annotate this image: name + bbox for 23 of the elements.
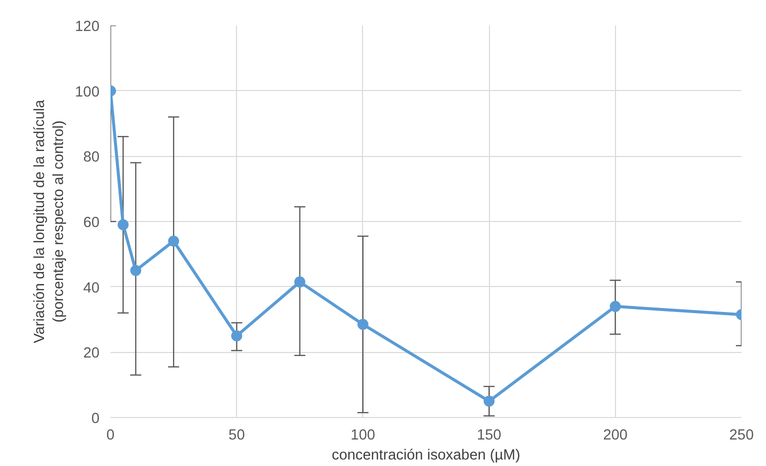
point — [357, 318, 368, 330]
y-tick-label: 20 — [83, 346, 100, 362]
y-tick-label: 120 — [75, 19, 100, 35]
y-tick-label: 100 — [75, 84, 100, 100]
x-tick-label: 250 — [729, 428, 754, 444]
y-tick-label: 40 — [83, 280, 100, 296]
x-tick-label: 100 — [350, 428, 376, 444]
point — [118, 219, 129, 230]
x-tick-label: 150 — [476, 428, 502, 444]
y-tick-label: 0 — [91, 411, 100, 427]
x-tick-label: 200 — [603, 428, 628, 444]
y-tick-label: 80 — [83, 150, 100, 166]
point — [130, 265, 142, 276]
x-tick-label: 0 — [106, 428, 115, 444]
point — [231, 330, 242, 342]
y-axis-title: Variación de la longitud de la radícula (porcentaje respecto al control) — [32, 98, 68, 344]
x-tick-label: 50 — [228, 428, 245, 444]
point — [294, 276, 306, 288]
point — [610, 300, 621, 312]
point — [168, 236, 180, 247]
point — [484, 396, 495, 407]
x-axis-title: concentración isoxaben (µM) — [332, 448, 520, 464]
y-tick-label: 60 — [83, 215, 100, 231]
